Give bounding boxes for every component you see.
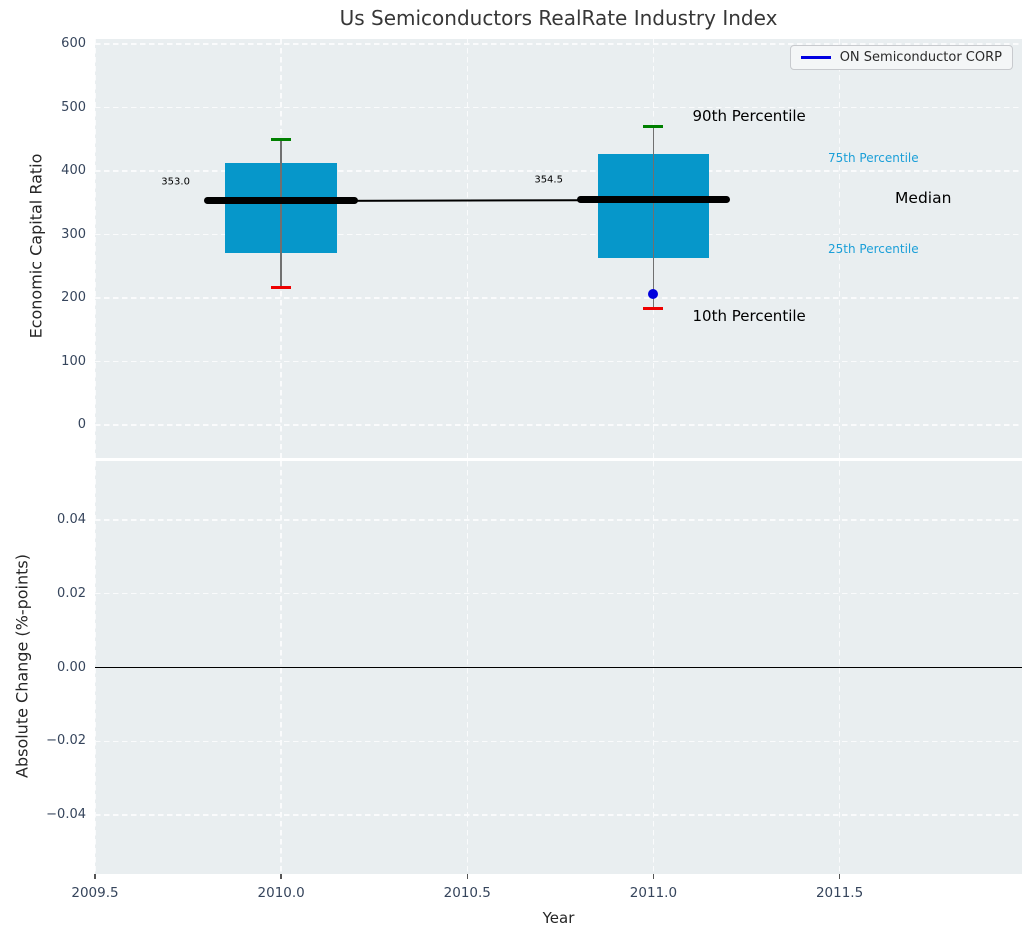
- x-tick-mark: [652, 874, 655, 879]
- x-tick-mark: [466, 874, 468, 879]
- x-tick-mark: [94, 874, 96, 879]
- legend-line-swatch: [800, 56, 831, 59]
- gridline-y: [95, 233, 1022, 236]
- annotation-median: Median: [895, 188, 952, 207]
- annotation-75th-percentile: 75th Percentile: [828, 151, 919, 166]
- gridline-y: [95, 297, 1022, 299]
- annotation-354-5: 354.5: [534, 174, 563, 186]
- y-tick-label: 600: [61, 36, 86, 52]
- gridline-y: [95, 593, 1022, 595]
- y-tick-label: 0: [77, 416, 86, 432]
- p90-cap: [271, 137, 292, 141]
- gridline-y: [95, 43, 1022, 45]
- x-tick-mark: [280, 874, 282, 879]
- annotation-10th-percentile: 10th Percentile: [692, 306, 806, 325]
- y-tick-label: 400: [61, 163, 86, 179]
- median-thick-line: [204, 197, 358, 205]
- p90-cap: [643, 125, 664, 129]
- zero-line: [95, 666, 1022, 669]
- y-tick-label: −0.02: [46, 733, 86, 749]
- top-axes: 90th Percentile 10th Percentile 75th Perce…: [95, 39, 1022, 458]
- y-tick-label: 0.00: [57, 659, 86, 675]
- gridline-y: [95, 424, 1022, 426]
- gridline-x: [838, 39, 841, 458]
- y-tick-label: 100: [61, 353, 86, 369]
- p10-cap: [271, 285, 292, 289]
- y-tick-label: 0.04: [57, 512, 86, 527]
- bottom-axes: [95, 461, 1022, 874]
- y-tick-label: 200: [61, 290, 86, 306]
- company-point: [648, 288, 659, 299]
- x-tick-label: 2009.5: [71, 885, 119, 901]
- x-tick-label: 2010.5: [443, 885, 491, 901]
- annotation-90th-percentile: 90th Percentile: [692, 106, 806, 125]
- whisker-line: [280, 139, 282, 288]
- y-tick-label: −0.04: [46, 807, 86, 822]
- x-tick-label: 2010.0: [257, 885, 305, 901]
- x-tick-label: 2011.0: [629, 885, 678, 901]
- annotation-353-0: 353.0: [161, 176, 190, 188]
- x-tick-label: 2011.5: [815, 885, 864, 901]
- gridline-y: [95, 106, 1022, 109]
- p10-cap: [643, 306, 664, 310]
- chart-title: Us Semiconductors RealRate Industry Inde…: [339, 6, 778, 30]
- gridline-y: [95, 740, 1022, 742]
- annotation-25th-percentile: 25th Percentile: [828, 242, 919, 257]
- legend-label: ON Semiconductor CORP: [839, 50, 1002, 65]
- gridline-x: [95, 39, 96, 458]
- gridline-y: [95, 814, 1022, 816]
- gridline-y: [95, 519, 1022, 521]
- median-thick-line: [576, 196, 731, 204]
- gridline-y: [95, 170, 1022, 172]
- gridline-y: [95, 360, 1022, 363]
- legend: ON Semiconductor CORP: [789, 45, 1013, 70]
- whisker-line: [652, 126, 655, 309]
- x-axis-label: Year: [542, 909, 575, 927]
- x-tick-mark: [838, 874, 841, 879]
- y-tick-label: 500: [61, 99, 86, 115]
- gridline-x: [466, 39, 468, 458]
- y-tick-label: 0.02: [57, 585, 86, 601]
- y-tick-label: 300: [61, 226, 86, 242]
- top-y-axis-label: Economic Capital Ratio: [26, 153, 46, 339]
